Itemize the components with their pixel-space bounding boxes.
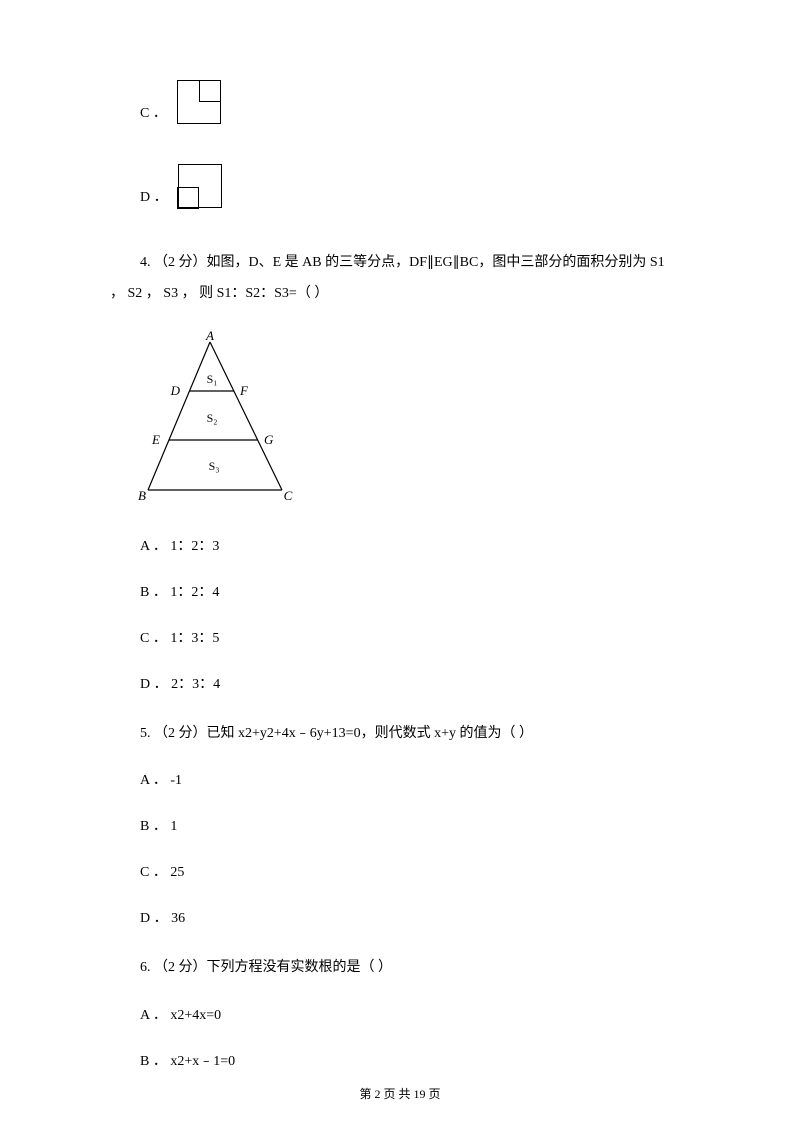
square-inner-c bbox=[199, 80, 221, 102]
square-inner-d bbox=[177, 187, 199, 209]
q4-option-b: B ． 1：2：4 bbox=[140, 581, 710, 601]
label-e: E bbox=[151, 432, 160, 447]
q6-option-b: B ． x2+x﹣1=0 bbox=[140, 1050, 710, 1070]
page-footer: 第 2 页 共 19 页 bbox=[0, 1085, 800, 1102]
q6-option-a: A ． x2+4x=0 bbox=[140, 1004, 710, 1024]
square-icon-d bbox=[178, 164, 222, 208]
label-s2: S₂ bbox=[207, 411, 218, 425]
q5-option-b: B ． 1 bbox=[140, 815, 710, 835]
question-5: 5. （2 分）已知 x2+y2+4x﹣6y+13=0，则代数式 x+y 的值为… bbox=[110, 719, 710, 750]
q5-option-a: A ． -1 bbox=[140, 769, 710, 789]
label-b: B bbox=[138, 488, 146, 503]
triangle-diagram: A D F E G B C S₁ S₂ S₃ bbox=[130, 330, 710, 510]
q5-option-c: C ． 25 bbox=[140, 861, 710, 881]
q4-option-a: A ． 1：2：3 bbox=[140, 535, 710, 555]
question-6: 6. （2 分）下列方程没有实数根的是（ ） bbox=[110, 953, 710, 984]
label-c: C bbox=[284, 488, 293, 503]
label-d: D bbox=[170, 383, 181, 398]
option-d-label: D ． bbox=[140, 186, 168, 208]
q4-text: 4. （2 分）如图，D、E 是 AB 的三等分点，DF∥EG∥BC，图中三部分… bbox=[140, 248, 710, 279]
option-d-row: D ． bbox=[140, 164, 710, 208]
option-c-label: C ． bbox=[140, 102, 167, 124]
q4-cont: ， S2 ， S3 ， 则 S1：S2：S3=（ ） bbox=[110, 279, 710, 310]
q4-option-d: D ． 2：3：4 bbox=[140, 673, 710, 693]
square-icon-c bbox=[177, 80, 221, 124]
label-s1: S₁ bbox=[207, 372, 218, 386]
q5-text: 5. （2 分）已知 x2+y2+4x﹣6y+13=0，则代数式 x+y 的值为… bbox=[140, 719, 710, 750]
label-f: F bbox=[239, 383, 249, 398]
label-s3: S₃ bbox=[209, 459, 220, 473]
q5-option-d: D ． 36 bbox=[140, 907, 710, 927]
question-4: 4. （2 分）如图，D、E 是 AB 的三等分点，DF∥EG∥BC，图中三部分… bbox=[110, 248, 710, 310]
option-c-row: C ． bbox=[140, 80, 710, 124]
q6-text: 6. （2 分）下列方程没有实数根的是（ ） bbox=[140, 953, 710, 984]
q4-option-c: C ． 1：3：5 bbox=[140, 627, 710, 647]
label-g: G bbox=[264, 432, 274, 447]
label-a: A bbox=[205, 330, 214, 343]
